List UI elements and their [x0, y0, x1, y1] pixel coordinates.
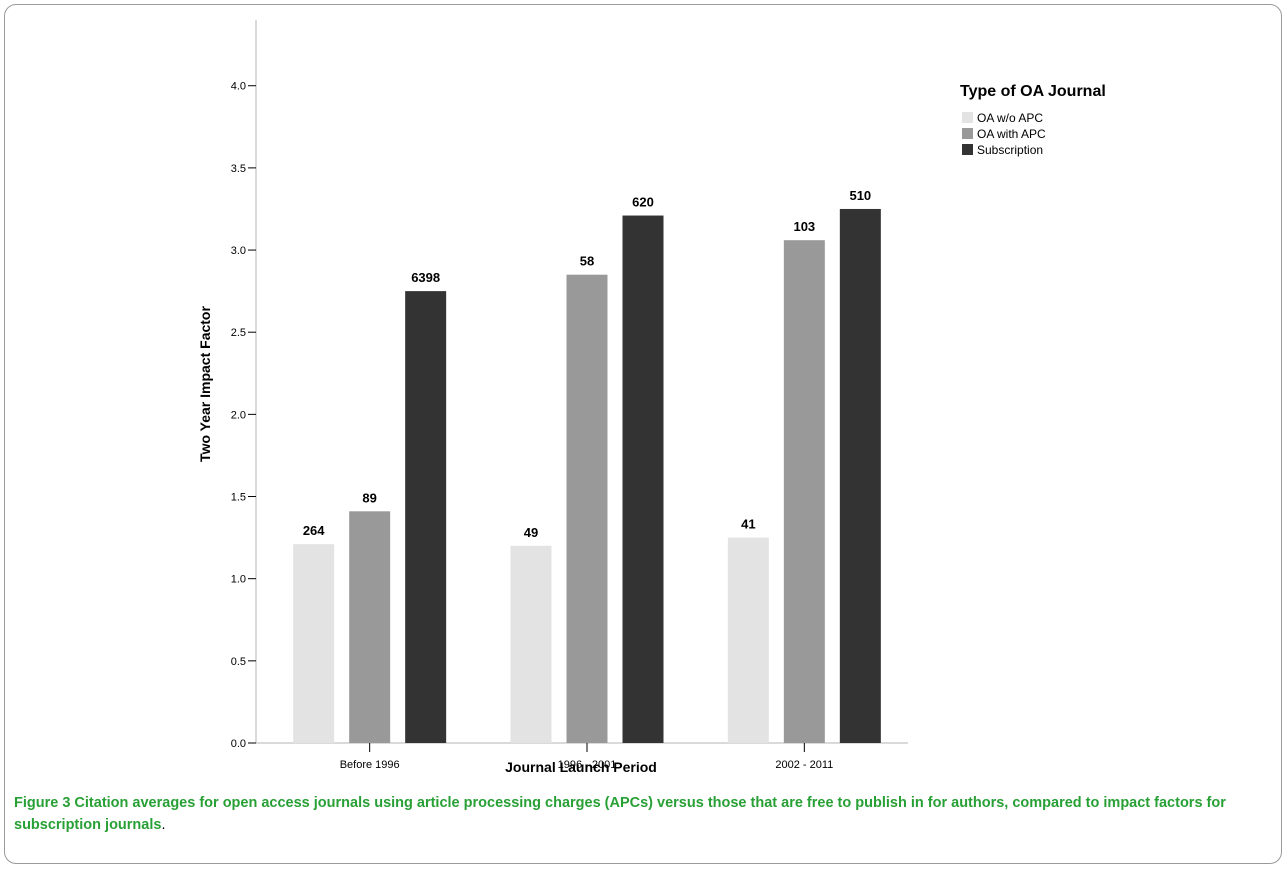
bar	[839, 208, 881, 743]
y-tick-label: 1.0	[231, 574, 246, 586]
figure-caption: Figure 3 Citation averages for open acce…	[14, 792, 1276, 836]
bar	[727, 537, 769, 743]
bar-chart: 0.0 0.5 1.0 1.5 2.0 2.5 3.0 3.5 4.0 Before 1996 1…	[197, 20, 1106, 775]
bar	[293, 544, 335, 743]
bar-data-label: 620	[632, 195, 654, 210]
y-axis: 0.0 0.5 1.0 1.5 2.0 2.5 3.0 3.5 4.0	[231, 20, 257, 750]
y-tick-label: 1.5	[231, 492, 246, 504]
legend-swatch	[962, 128, 973, 139]
y-tick-label: 3.5	[231, 163, 246, 175]
y-axis-title: Two Year Impact Factor	[197, 306, 213, 462]
figure-frame	[4, 4, 1282, 864]
bar-data-label: 58	[580, 254, 594, 269]
bar-data-label: 41	[741, 517, 755, 532]
bar-data-label: 103	[793, 219, 815, 234]
bar-data-label: 49	[524, 525, 538, 540]
figure-number: Figure 3	[14, 795, 71, 811]
bar-labels: 264 89 6398 49 58 620 41 103 510	[303, 188, 871, 540]
bar	[405, 291, 447, 743]
caption-text: Citation averages for open access journa…	[14, 795, 1226, 833]
bar-data-label: 89	[362, 490, 376, 505]
legend-label: OA w/o APC	[977, 111, 1043, 125]
bar	[510, 545, 552, 743]
x-axis-title: Journal Launch Period	[505, 759, 657, 775]
legend-title: Type of OA Journal	[960, 83, 1106, 100]
caption-end: .	[161, 817, 166, 833]
x-tick-label: 2002 - 2011	[775, 759, 833, 771]
bar	[622, 215, 664, 743]
bar-data-label: 510	[849, 188, 871, 203]
y-tick-label: 2.5	[231, 327, 246, 339]
x-tick-label: 1996 - 2001	[558, 759, 617, 771]
x-tick-label: Before 1996	[340, 759, 400, 771]
legend-swatch	[962, 112, 973, 123]
bar	[349, 511, 391, 743]
bar	[566, 274, 608, 743]
legend-swatch	[962, 144, 973, 155]
legend: Type of OA Journal OA w/o APC OA with APC…	[960, 83, 1106, 157]
bars	[293, 208, 881, 743]
bar-data-label: 6398	[411, 270, 440, 285]
legend-label: Subscription	[977, 143, 1043, 157]
legend-label: OA with APC	[977, 127, 1046, 141]
bar-data-label: 264	[303, 523, 325, 538]
y-tick-label: 2.0	[231, 409, 246, 421]
y-tick-label: 4.0	[231, 81, 246, 93]
y-tick-label: 3.0	[231, 245, 246, 257]
bar	[783, 240, 825, 743]
y-tick-label: 0.5	[231, 656, 246, 668]
y-tick-label: 0.0	[231, 738, 246, 750]
